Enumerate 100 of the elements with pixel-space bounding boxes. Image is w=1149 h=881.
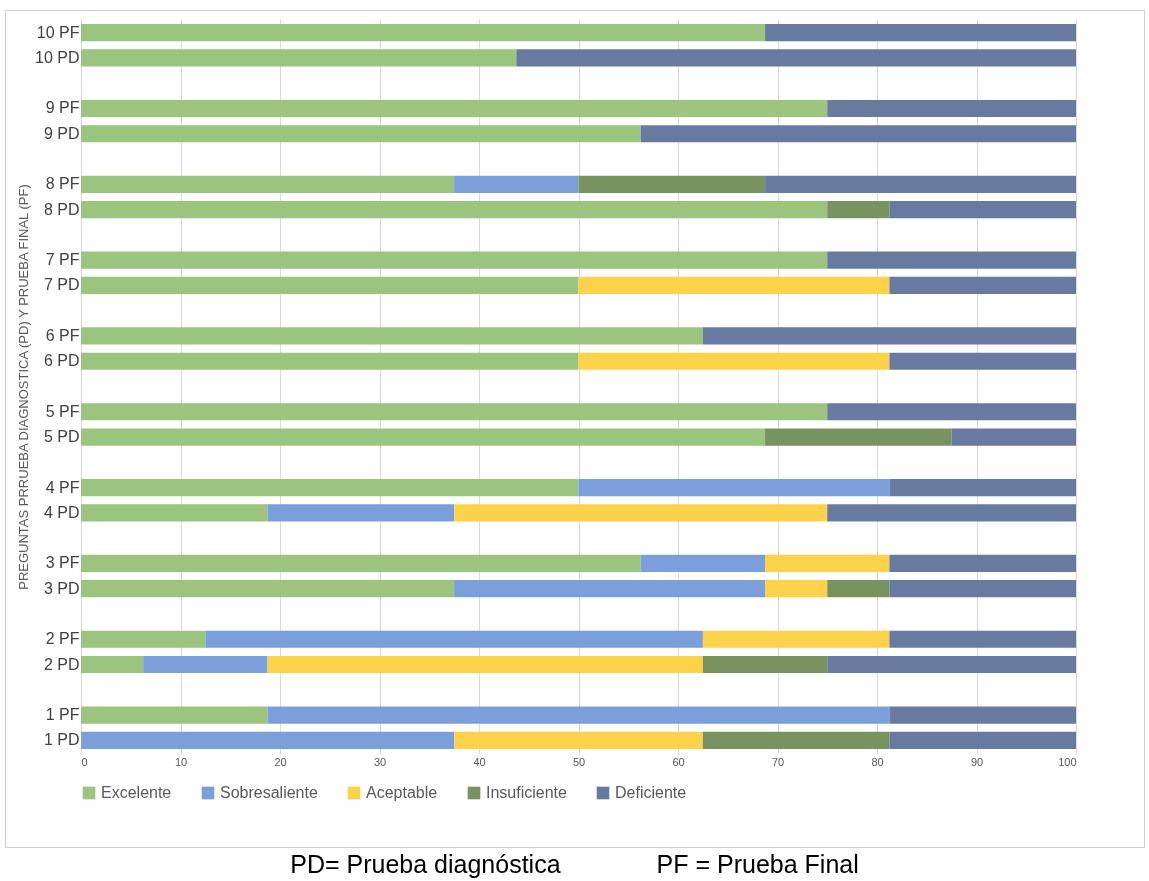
bar	[827, 403, 1076, 421]
bar	[765, 428, 952, 446]
y-tick-label: 10 PF	[36, 23, 80, 41]
bar	[702, 655, 828, 674]
bar	[889, 352, 1076, 370]
bar	[267, 504, 455, 522]
bar	[516, 49, 1076, 67]
bar	[81, 655, 144, 674]
y-tick-label: 4 PF	[45, 478, 80, 496]
bar	[81, 504, 268, 522]
bar	[205, 630, 703, 648]
bar	[827, 580, 890, 598]
bar	[81, 175, 455, 193]
bar	[827, 655, 1076, 674]
bar	[702, 327, 1076, 345]
y-tick-label: 6 PD	[43, 352, 80, 370]
bar	[889, 479, 1076, 497]
x-tick-label: 0	[81, 755, 88, 768]
x-tick-label: 10	[174, 755, 188, 768]
legend-label: Insuficiente	[486, 784, 568, 801]
bar	[578, 175, 766, 193]
bar	[81, 276, 579, 294]
y-tick-label: 2 PF	[45, 630, 80, 648]
bar	[827, 200, 890, 219]
bar	[81, 251, 828, 269]
bar	[267, 706, 890, 724]
bar	[640, 554, 766, 573]
x-tick-label: 50	[572, 755, 586, 768]
bar	[765, 24, 1076, 42]
text: PD= Prueba diagnóstica	[290, 850, 561, 878]
bar	[81, 125, 641, 143]
y-tick-label: 7 PF	[45, 251, 80, 269]
bar	[827, 504, 1076, 522]
bar	[702, 731, 890, 749]
bar	[267, 655, 703, 674]
y-tick-label: 8 PF	[45, 175, 80, 193]
bar	[889, 731, 1076, 749]
y-tick-label: 3 PF	[45, 554, 80, 572]
y-tick-label: 7 PD	[43, 276, 80, 294]
legend-label: Excelente	[101, 784, 172, 801]
bar	[143, 655, 268, 674]
y-tick-label: 9 PF	[45, 99, 80, 117]
bar	[889, 276, 1076, 294]
x-tick-label: 20	[274, 755, 287, 768]
bar	[81, 706, 268, 724]
y-tick-label: 1 PF	[45, 706, 80, 724]
bar	[951, 428, 1076, 446]
bar	[578, 352, 890, 370]
bar	[81, 580, 455, 598]
x-tick-label: 60	[672, 755, 685, 768]
legend-label: Aceptable	[366, 784, 438, 801]
bar	[81, 24, 766, 42]
bar	[81, 49, 517, 67]
x-tick-label: 100	[1058, 755, 1077, 768]
y-tick-label: 2 PD	[43, 655, 80, 673]
legend-label: Sobresaliente	[220, 784, 318, 801]
text: PF = Prueba Final	[656, 850, 859, 878]
bar	[889, 200, 1076, 219]
y-tick-label: 8 PD	[43, 200, 80, 218]
y-tick-label: 4 PD	[43, 503, 80, 521]
y-tick-label: 10 PD	[35, 48, 80, 66]
x-tick-label: 80	[871, 755, 884, 768]
bar	[889, 706, 1076, 724]
bar	[889, 630, 1076, 648]
bar	[454, 504, 828, 522]
bar	[765, 580, 828, 598]
bar	[578, 276, 890, 294]
y-tick-label: 6 PF	[45, 326, 80, 344]
bar	[81, 352, 579, 370]
bar	[889, 580, 1076, 598]
x-tick-label: 40	[473, 755, 486, 768]
bar	[81, 403, 828, 421]
bar	[765, 554, 890, 573]
bar	[827, 99, 1076, 118]
bar	[81, 200, 828, 219]
y-tick-label: 5 PD	[43, 428, 80, 446]
bar	[81, 554, 641, 573]
x-tick-label: 70	[771, 755, 785, 768]
bar	[81, 731, 455, 749]
y-tick-label: 5 PF	[45, 402, 80, 420]
bar	[765, 175, 1076, 193]
bar	[578, 479, 890, 497]
bar	[454, 580, 766, 598]
y-tick-label: 3 PD	[43, 579, 80, 597]
legend-label: Deficiente	[615, 784, 687, 801]
bar	[81, 479, 579, 497]
y-axis-title: PREGUNTAS PRRUEBA DIAGNOSTICA (PD) Y PRUEBA FINAL (PF)	[16, 184, 32, 590]
y-tick-label: 1 PD	[43, 731, 80, 749]
bar	[827, 251, 1076, 269]
x-tick-label: 90	[970, 755, 984, 768]
bar	[454, 731, 703, 749]
bar	[702, 630, 890, 648]
bar	[81, 428, 766, 446]
bar	[81, 99, 828, 118]
bar	[81, 327, 703, 345]
bar	[640, 125, 1076, 143]
bar	[889, 554, 1076, 573]
x-tick-label: 30	[373, 755, 387, 768]
y-tick-label: 9 PD	[43, 124, 80, 142]
bar	[81, 630, 206, 648]
